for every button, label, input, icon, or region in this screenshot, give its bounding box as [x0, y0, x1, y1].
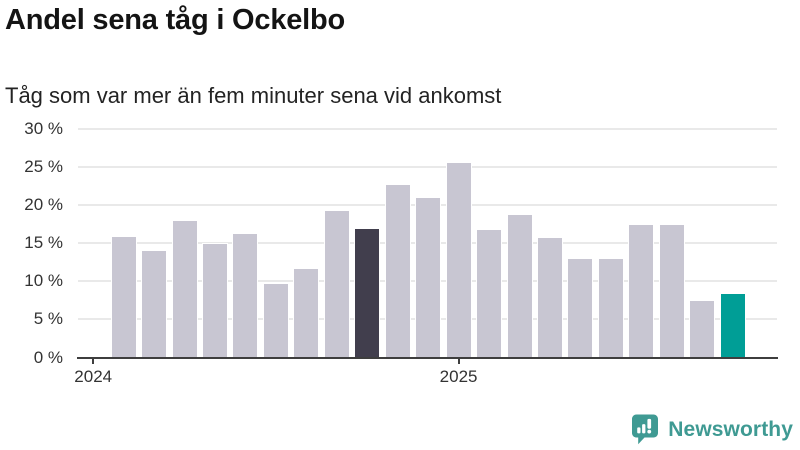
y-tick-label: 0 % [33, 347, 63, 367]
y-tick-label: 10 % [24, 271, 63, 291]
bar [537, 238, 562, 358]
bar-highlight-latest [720, 293, 745, 358]
bar [690, 300, 715, 358]
bar [416, 198, 441, 358]
bar [446, 162, 471, 358]
y-tick-label: 5 % [33, 309, 63, 329]
newsworthy-icon [632, 414, 659, 445]
chart-title: Andel sena tåg i Ockelbo [5, 4, 346, 36]
bar [507, 215, 532, 358]
bar [111, 237, 136, 358]
gridline [78, 127, 777, 130]
bar [598, 258, 623, 358]
y-axis-labels: 0 % 5 % 10 % 15 % 20 % 25 % 30 % [0, 119, 63, 367]
bar [568, 258, 593, 358]
bar [172, 221, 197, 358]
y-tick-label: 30 % [24, 118, 63, 138]
bar [142, 251, 167, 358]
x-axis-tick [457, 359, 460, 364]
bar [477, 229, 502, 358]
x-tick-label: 2025 [439, 367, 478, 386]
bar [263, 283, 288, 358]
bar [203, 243, 227, 358]
x-axis-tick [92, 359, 95, 364]
y-tick-label: 15 % [24, 233, 63, 252]
bar [324, 211, 349, 358]
gridline [78, 165, 777, 168]
bar [629, 225, 654, 358]
x-axis-line [77, 357, 778, 359]
x-tick-label: 2024 [74, 367, 113, 386]
bar [294, 269, 319, 358]
plot-area: 2024 2025 [74, 127, 778, 389]
bar [233, 234, 258, 358]
bar-highlight-previous-year [355, 229, 380, 358]
bar [385, 184, 410, 358]
chart-subtitle: Tåg som var mer än fem minuter sena vid … [5, 83, 502, 108]
newsworthy-logo: Newsworthy [631, 414, 793, 445]
newsworthy-wordmark: Newsworthy [668, 417, 793, 441]
bar-chart: 0 % 5 % 10 % 15 % 20 % 25 % 30 % 2024 2025 [0, 119, 800, 399]
y-tick-label: 20 % [24, 194, 63, 214]
bar [659, 225, 684, 358]
y-tick-label: 25 % [24, 156, 63, 176]
